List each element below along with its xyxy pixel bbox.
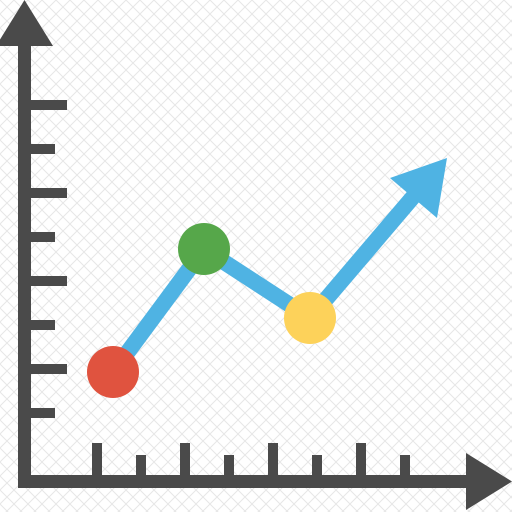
- x-axis: [18, 475, 468, 488]
- x-axis-ticks: [92, 443, 410, 475]
- y-axis-tick: [31, 276, 67, 286]
- x-axis-tick: [180, 443, 190, 475]
- y-axis-arrow-icon: [0, 0, 53, 46]
- x-axis-tick: [268, 443, 278, 475]
- y-axis-tick: [31, 100, 67, 110]
- data-point-green: [178, 223, 230, 275]
- trend-arrow-head-icon: [390, 158, 447, 218]
- y-axis-ticks: [31, 100, 67, 418]
- y-axis: [18, 40, 31, 488]
- y-axis-tick: [31, 364, 67, 374]
- x-axis-tick: [400, 455, 410, 475]
- y-axis-tick: [31, 144, 55, 154]
- x-axis-tick: [224, 455, 234, 475]
- y-axis-tick: [31, 188, 67, 198]
- data-point-yellow: [284, 292, 336, 344]
- data-point-red: [87, 346, 139, 398]
- x-axis-tick: [312, 455, 322, 475]
- y-axis-tick: [31, 320, 55, 330]
- y-axis-tick: [31, 232, 55, 242]
- x-axis-arrow-icon: [466, 453, 512, 510]
- x-axis-tick: [356, 443, 366, 475]
- x-axis-tick: [92, 443, 102, 475]
- x-axis-tick: [136, 455, 146, 475]
- y-axis-tick: [31, 408, 55, 418]
- trend-line: [106, 191, 420, 377]
